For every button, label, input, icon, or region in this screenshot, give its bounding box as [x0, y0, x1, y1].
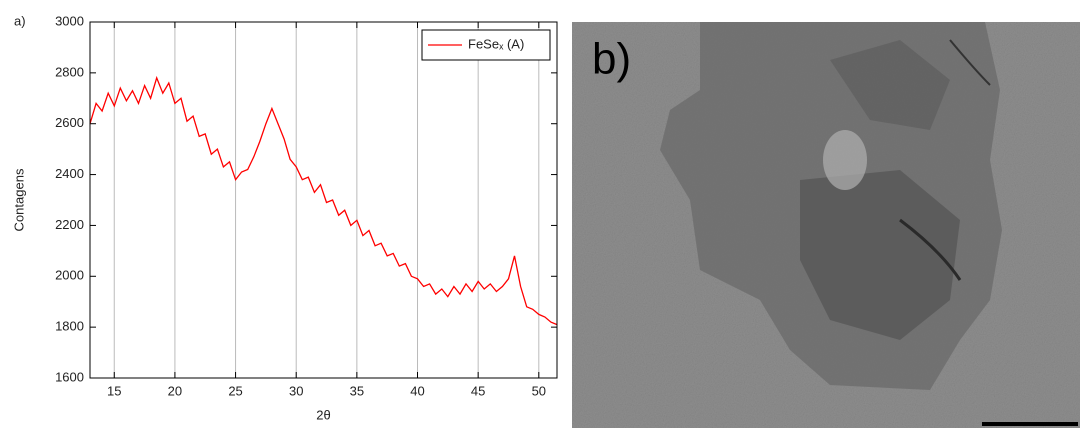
legend-label: FeSeₓ (A)	[468, 36, 524, 51]
thin-region	[823, 130, 867, 190]
y-tick-label: 1600	[55, 369, 84, 384]
x-tick-label: 40	[410, 383, 424, 398]
plot-frame	[89, 21, 558, 379]
x-tick-label: 20	[168, 383, 182, 398]
x-tick-label: 15	[107, 383, 121, 398]
chart: a) 15 20 25 30 35 40 45 50 1600 1800 2000 2200 2400 26…	[11, 13, 558, 422]
dense-region	[800, 170, 960, 340]
panel-label: a)	[14, 13, 26, 28]
fold	[949, 39, 991, 86]
y-tick-label: 2200	[55, 217, 84, 232]
x-tick-label: 25	[228, 383, 242, 398]
y-tick-label: 2800	[55, 64, 84, 79]
y-tick-label: 2000	[55, 268, 84, 283]
x-tick-label: 35	[350, 383, 364, 398]
x-tick-label: 50	[532, 383, 546, 398]
x-tick-label: 45	[471, 383, 485, 398]
y-tick-label: 3000	[55, 13, 84, 28]
y-tick-label: 1800	[55, 319, 84, 334]
tem-image: b)	[572, 22, 1080, 428]
x-tick-label: 30	[289, 383, 303, 398]
fold	[899, 218, 962, 281]
y-axis-label: Contagens	[11, 168, 26, 231]
panel-label: b)	[592, 35, 631, 84]
series-line	[89, 75, 558, 326]
y-tick-label: 2400	[55, 166, 84, 181]
dense-region	[830, 40, 950, 130]
x-axis-label: 2θ	[316, 407, 330, 422]
y-tick-label: 2600	[55, 115, 84, 130]
